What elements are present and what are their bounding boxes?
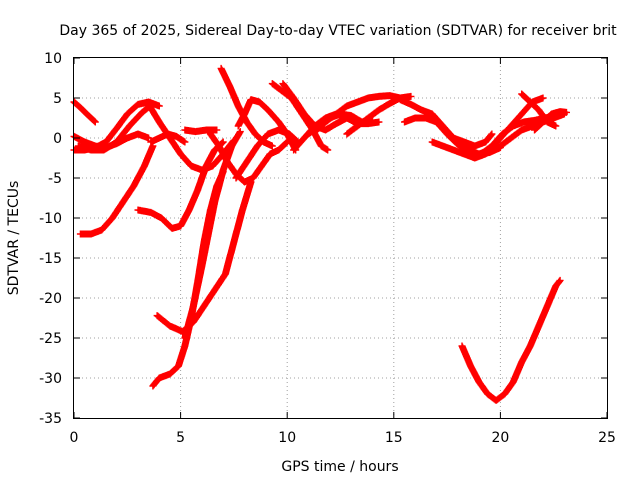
x-tick-label: 5 (176, 430, 185, 446)
series-trace-markers (475, 94, 547, 158)
data-series-27 (475, 94, 547, 158)
series-trace-markers (74, 100, 157, 154)
data-series-30 (518, 90, 560, 130)
data-series-layer (70, 64, 570, 404)
data-series-10 (147, 130, 189, 146)
chart-title: Day 365 of 2025, Sidereal Day-to-day VTE… (59, 23, 617, 39)
data-series-11 (181, 128, 244, 342)
series-trace-markers (181, 126, 221, 136)
y-tick-label: 5 (53, 91, 62, 107)
data-series-1 (70, 98, 99, 126)
plot-frame (73, 57, 608, 419)
y-tick-label: -10 (39, 211, 62, 227)
y-tick-label: -25 (39, 331, 62, 347)
data-series-31 (458, 276, 564, 404)
data-series-4 (76, 142, 157, 238)
data-series-7 (153, 178, 255, 336)
series-trace-markers (518, 90, 560, 130)
y-tick-label: -15 (39, 251, 62, 267)
data-series-5 (74, 100, 157, 154)
x-tick-label: 20 (491, 430, 509, 446)
series-trace-markers (234, 96, 300, 154)
x-axis-label: GPS time / hours (281, 459, 398, 475)
x-tick-label: 15 (385, 430, 403, 446)
series-trace-markers (311, 92, 404, 136)
x-tick-label: 10 (278, 430, 296, 446)
series-trace-markers (181, 128, 244, 342)
y-tick-label: -35 (39, 411, 62, 427)
data-series-28 (486, 110, 568, 156)
series-trace-markers (70, 98, 99, 126)
series-trace-markers (153, 178, 255, 336)
y-tick-label: 10 (44, 51, 62, 67)
data-series-16 (181, 126, 221, 136)
series-trace-markers (147, 130, 189, 146)
y-tick-label: -20 (39, 291, 62, 307)
series-trace-markers (76, 142, 157, 238)
y-tick-label: 0 (53, 131, 62, 147)
x-tick-label: 25 (598, 430, 616, 446)
y-tick-label: -30 (39, 371, 62, 387)
y-axis-label: SDTVAR / TECUs (6, 181, 22, 296)
x-tick-label: 0 (70, 430, 79, 446)
axis-ticks: 0 5 10 15 20 25 10 5 0 -5 -10 -15 -20 -25 -30 -35 (39, 51, 616, 446)
y-tick-label: -5 (48, 171, 62, 187)
data-series-21 (311, 92, 404, 136)
series-trace-markers (458, 276, 564, 404)
series-trace-markers (486, 110, 568, 156)
data-series-15 (234, 96, 300, 154)
